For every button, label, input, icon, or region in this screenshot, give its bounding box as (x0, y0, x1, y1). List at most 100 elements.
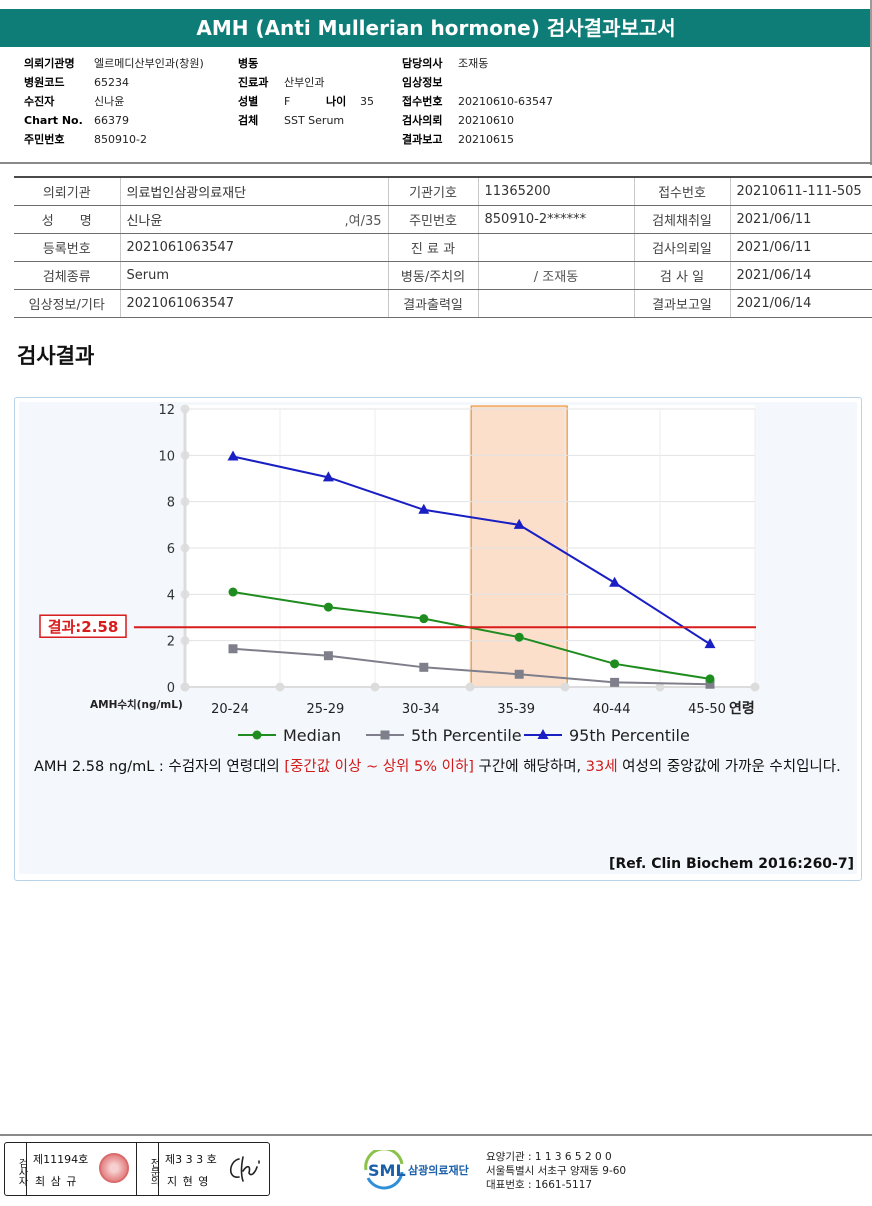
header-row: 주민번호 850910-2 (24, 130, 234, 149)
age-value: 35 (360, 95, 374, 108)
data-point (513, 518, 525, 529)
x-tick-label: 20-24 (211, 702, 249, 717)
table-cell (478, 289, 635, 318)
data-point (705, 679, 715, 689)
reference-citation: [Ref. Clin Biochem 2016:260-7] (609, 856, 854, 872)
age-key: 나이 (326, 95, 347, 108)
logo-text: SML (368, 1161, 406, 1180)
header-value: F (284, 95, 291, 108)
page-edge-rule (870, 0, 872, 165)
x-tick-label: 30-34 (402, 702, 440, 717)
series-line (232, 647, 711, 686)
table-cell: 의료법인삼광의료재단 (120, 176, 389, 206)
signer-label-2: 전문의 (137, 1143, 159, 1195)
data-point (228, 587, 238, 597)
result-label: 결과:2.58 (48, 618, 119, 636)
header-value: 20210615 (458, 133, 514, 146)
legend-label: 95th Percentile (569, 726, 690, 745)
header-row: 의뢰기관명 엘르메디산부인과(창원) (24, 54, 234, 73)
header-key: 담당의사 (402, 57, 443, 70)
table-label: 기관기호 (388, 176, 479, 206)
seal-stamp-icon (99, 1153, 129, 1183)
header-row: 임상정보 (402, 73, 602, 92)
highlight-band (470, 405, 568, 688)
description-age: 33세 (585, 759, 618, 775)
table-row: 검체종류 Serum 병동/주치의 / 조재동 검 사 일 2021/06/14 (14, 261, 872, 290)
table-row: 임상정보/기타 2021061063547 결과출력일 결과보고일 2021/0… (14, 289, 872, 318)
y-tick-label: 10 (158, 449, 175, 464)
signer-2-name: 지 현 영 (167, 1175, 210, 1188)
header-row: 담당의사 조재동 (402, 54, 602, 73)
table-row: 성 명 신나윤 ,여/35 주민번호 850910-2****** 검체채취일 … (14, 205, 872, 234)
data-point (227, 450, 239, 461)
sml-logo: SML 삼광의료재단 (364, 1147, 484, 1194)
table-label: 검 사 일 (634, 261, 731, 290)
signer-1-name: 최 삼 규 (35, 1175, 78, 1188)
x-tick-label: 40-44 (593, 702, 631, 717)
data-point (705, 674, 715, 684)
table-label: 검체종류 (14, 261, 121, 290)
header-key: 임상정보 (402, 76, 443, 89)
series-line (232, 455, 711, 645)
y-axis-label: AMH수치(ng/mL) (90, 698, 183, 711)
footer-line: 서울특별시 서초구 양재동 9-60 (486, 1165, 627, 1177)
table-label: 등록번호 (14, 233, 121, 262)
data-point (322, 471, 334, 482)
header-row: 병원코드 65234 (24, 73, 234, 92)
report-title: AMH (Anti Mullerian hormone) 검사결과보고서 (0, 9, 872, 47)
data-point (514, 632, 524, 642)
header-key: 접수번호 (402, 95, 443, 108)
table-cell: 850910-2****** (478, 205, 635, 234)
section-title: 검사결과 (17, 344, 95, 368)
header-value: 850910-2 (94, 133, 147, 146)
header-row: 진료과 산부인과 (238, 73, 388, 92)
footer-line: 대표번호 : 1661-5117 (486, 1179, 593, 1191)
table-cell: 2021/06/11 (730, 233, 872, 262)
x-axis-suffix: 연령 (729, 701, 755, 717)
table-cell: 20210611-111-505 (730, 176, 872, 206)
header-value: 산부인과 (284, 76, 325, 89)
table-row: 의뢰기관 의료법인삼광의료재단 기관기호 11365200 접수번호 20210… (14, 176, 872, 206)
amh-chart: 0 2 4 6 8 10 12 20-24 25-29 30-34 35-39 40-44 45-50 연… (39, 403, 760, 745)
header-value: 20210610 (458, 114, 514, 127)
header-value: 신나윤 (94, 95, 125, 108)
y-tick-label: 2 (167, 635, 175, 650)
table-label: 임상정보/기타 (14, 289, 121, 318)
table-label: 의뢰기관 (14, 176, 121, 206)
header-value: 65234 (94, 76, 129, 89)
header-value: 66379 (94, 114, 129, 127)
description-highlight: [중간값 이상 ~ 상위 5% 이하] (284, 759, 474, 775)
header-key: 의뢰기관명 (24, 57, 75, 70)
header-col-2: 병동 진료과 산부인과 성별 F 나이 35 검체 SST Serum (238, 54, 388, 130)
header-key: 성별 (238, 95, 259, 108)
header-row: 접수번호 20210610-63547 (402, 92, 602, 111)
header-col-3: 담당의사 조재동 임상정보 접수번호 20210610-63547 검사의뢰 2021… (402, 54, 602, 149)
header-key: 주민번호 (24, 133, 65, 146)
data-point (228, 644, 238, 654)
header-row: 검사의뢰 20210610 (402, 111, 602, 130)
header-col-1: 의뢰기관명 엘르메디산부인과(창원) 병원코드 65234 수진자 신나윤 Chart… (24, 54, 234, 149)
footer-separator (0, 1134, 872, 1136)
header-key: 병동 (238, 57, 259, 70)
result-description: AMH 2.58 ng/mL : 수검자의 연령대의 [중간값 이상 ~ 상위 … (34, 756, 854, 779)
data-point (704, 638, 716, 649)
signer-1: 제11194호 최 삼 규 (27, 1143, 137, 1195)
y-tick-label: 12 (158, 403, 175, 418)
signer-2-license: 제3 3 3 호 (165, 1153, 217, 1166)
footer-line: 요양기관 : 1 1 3 6 5 2 0 0 (486, 1151, 612, 1163)
table-label: 결과출력일 (388, 289, 479, 318)
patient-info-table: 의뢰기관 의료법인삼광의료재단 기관기호 11365200 접수번호 20210… (14, 176, 872, 318)
table-cell: 신나윤 (120, 205, 253, 234)
table-cell: 2021/06/14 (730, 261, 872, 290)
table-cell: 11365200 (478, 176, 635, 206)
data-point (419, 662, 429, 672)
header-value: 20210610-63547 (458, 95, 553, 108)
table-cell: 2021/06/14 (730, 289, 872, 318)
header-key: Chart No. (24, 114, 83, 127)
data-point (514, 669, 524, 679)
result-label-box (39, 614, 127, 638)
table-label: 진 료 과 (388, 233, 479, 262)
table-row: 등록번호 2021061063547 진 료 과 검사의뢰일 2021/06/1… (14, 233, 872, 262)
logo-org-name: 삼광의료재단 (408, 1163, 469, 1177)
header-key: 결과보고 (402, 133, 443, 146)
